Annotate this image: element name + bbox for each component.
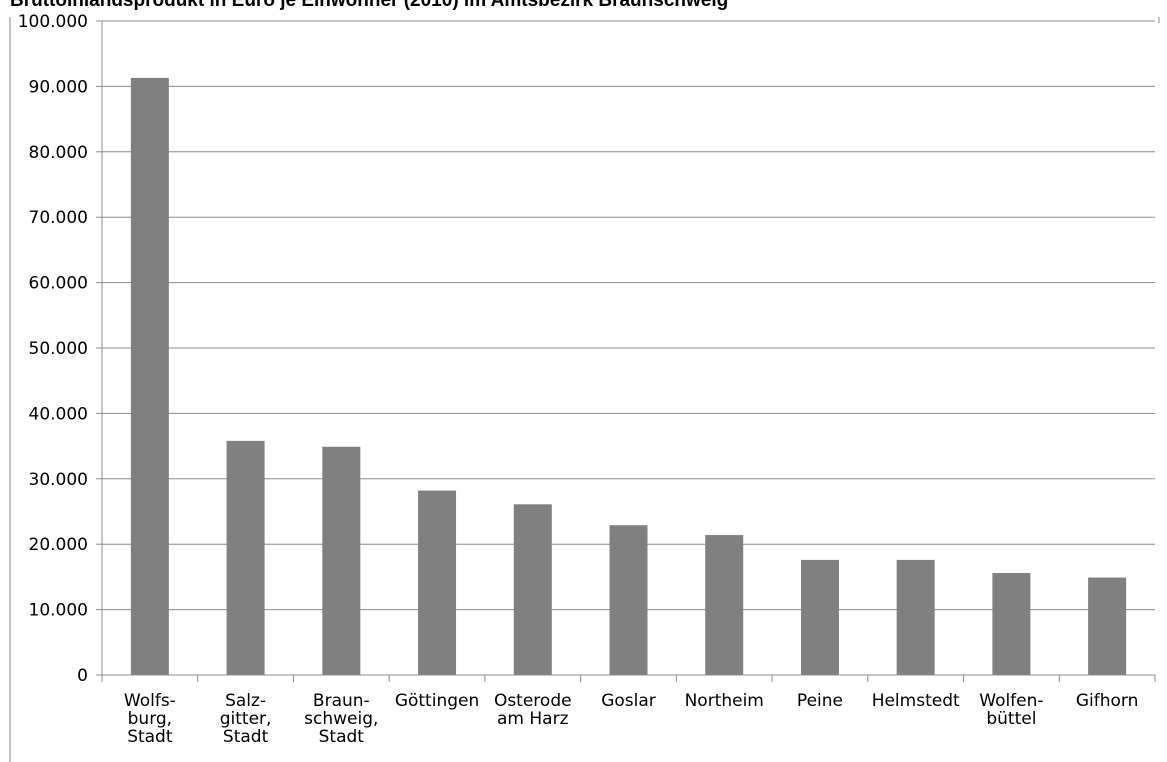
y-tick-label: 70.000 [29, 208, 88, 228]
y-tick-label: 90.000 [29, 77, 88, 97]
x-tick-label: Göttingen [395, 691, 479, 711]
x-tick-label: Goslar [601, 691, 656, 711]
y-tick-label: 30.000 [29, 470, 88, 490]
x-tick-label-line: am Harz [497, 709, 569, 729]
bar [513, 504, 552, 675]
x-tick-label-line: gitter, [220, 709, 272, 729]
y-tick-labels: 0 10.000 20.000 30.000 40.000 50.000 60.000 70.… [18, 12, 88, 686]
y-tick-label: 50.000 [29, 339, 88, 359]
x-tick-label: Osterode am Harz [494, 691, 572, 729]
bar [226, 440, 265, 675]
x-tick-label: Wolfen-büttel [979, 691, 1043, 729]
x-tick-label-line: Wolfs- [124, 691, 176, 711]
x-tick-label-line: Peine [797, 691, 843, 711]
y-tick-label: 60.000 [29, 274, 88, 294]
x-tick-label-line: Wolfen- [979, 691, 1043, 711]
bar [800, 559, 839, 675]
x-tick-label-line: Stadt [223, 727, 269, 747]
x-tick-label-line: Osterode [494, 691, 572, 711]
x-tick-label-line: Goslar [601, 691, 656, 711]
x-tick-label-line: Stadt [319, 727, 365, 747]
x-tick-label-line: Braun- [313, 691, 370, 711]
x-tick-label: Northeim [685, 691, 764, 711]
y-tick-label: 10.000 [29, 601, 88, 621]
y-tick-label: 0 [77, 666, 88, 686]
bar [322, 446, 361, 675]
x-tick-label: Gifhorn [1076, 691, 1139, 711]
x-tick-label-line: burg, [128, 709, 172, 729]
y-tick-label: 80.000 [29, 143, 88, 163]
y-tick-label: 40.000 [29, 404, 88, 424]
bar [1088, 577, 1127, 675]
bar-layer [130, 77, 1127, 675]
x-tick-label: Helmstedt [872, 691, 960, 711]
x-tick-label-line: büttel [986, 709, 1036, 729]
x-tick-label-line: Helmstedt [872, 691, 960, 711]
x-tick-label: Braun-schweig, Stadt [304, 691, 378, 747]
bar [896, 559, 935, 675]
x-tick-label: Salz-gitter, Stadt [220, 691, 272, 747]
x-tick-label-line: Göttingen [395, 691, 479, 711]
grid-layer [102, 20, 1155, 611]
bar [609, 525, 648, 675]
x-tick-label-line: Stadt [127, 727, 173, 747]
x-tick-label-line: Salz- [225, 691, 266, 711]
axis-layer [9, 17, 1160, 762]
bar [992, 572, 1031, 675]
x-tick-label-line: schweig, [304, 709, 378, 729]
x-tick-label: Peine [797, 691, 843, 711]
x-tick-label-line: Northeim [685, 691, 764, 711]
bar [705, 535, 744, 675]
bar [130, 77, 169, 675]
x-tick-label-line: Gifhorn [1076, 691, 1139, 711]
y-tick-label: 20.000 [29, 535, 88, 555]
chart-title: Bruttoinlandsprodukt in Euro je Einwohne… [10, 0, 728, 11]
y-tick-label: 100.000 [18, 12, 88, 32]
bar [418, 490, 457, 675]
x-tick-label: Wolfs-burg, Stadt [124, 691, 176, 747]
